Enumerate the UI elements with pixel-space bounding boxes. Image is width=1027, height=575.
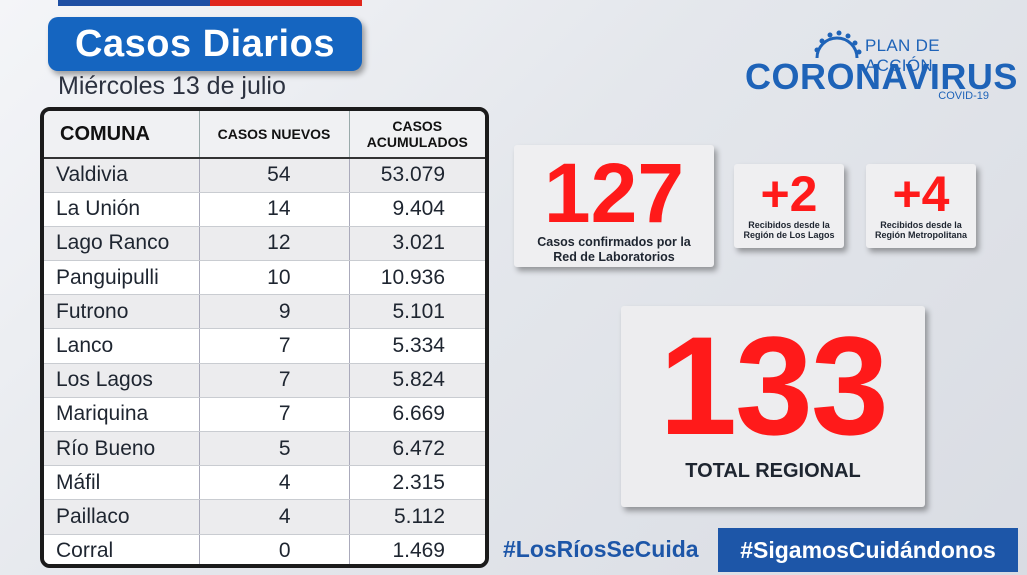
header-nuevos: CASOS NUEVOS xyxy=(199,111,350,159)
cell-acumulados: 53.079 xyxy=(349,158,485,193)
cell-comuna: Valdivia xyxy=(44,158,200,193)
hashtag-sigamos: #SigamosCuidándonos xyxy=(718,528,1018,572)
cell-comuna: Futrono xyxy=(44,294,200,330)
cases-table: COMUNA CASOS NUEVOS CASOS ACUMULADOS Val… xyxy=(40,107,489,568)
cell-comuna: Río Bueno xyxy=(44,431,200,467)
lab-cases-card: 127 Casos confirmados por la Red de Labo… xyxy=(514,145,714,267)
cell-acumulados: 2.315 xyxy=(349,465,485,501)
metropolitana-caption-line1: Recibidos desde la xyxy=(880,220,962,230)
report-date: Miércoles 13 de julio xyxy=(58,72,286,100)
header-acumulados-line1: CASOS xyxy=(392,118,443,134)
cell-comuna: Lanco xyxy=(44,328,200,364)
cell-acumulados: 6.669 xyxy=(349,397,485,433)
metropolitana-caption-line2: Región Metropolitana xyxy=(875,230,967,240)
table-header-row: COMUNA CASOS NUEVOS CASOS ACUMULADOS xyxy=(44,111,485,159)
table-row: Corral 0 1.469 xyxy=(44,534,485,564)
cell-acumulados: 3.021 xyxy=(349,226,485,262)
cell-acumulados: 5.824 xyxy=(349,363,485,398)
cell-nuevos: 12 xyxy=(199,226,350,262)
los-lagos-caption: Recibidos desde la Región de Los Lagos xyxy=(734,220,844,240)
lab-caption-line1: Casos confirmados por la xyxy=(537,235,691,249)
cell-nuevos: 4 xyxy=(199,499,350,535)
lab-cases-value: 127 xyxy=(543,146,685,240)
cell-acumulados: 5.101 xyxy=(349,294,485,330)
logo-name-text: CORONAVIRUS xyxy=(745,56,1018,97)
cell-acumulados: 5.334 xyxy=(349,328,485,364)
cell-comuna: Los Lagos xyxy=(44,363,200,398)
cell-nuevos: 9 xyxy=(199,294,350,330)
header-comuna: COMUNA xyxy=(44,111,200,159)
table-row: Panguipulli 10 10.936 xyxy=(44,260,485,296)
table-row: Los Lagos 7 5.824 xyxy=(44,363,485,398)
total-regional-caption: TOTAL REGIONAL xyxy=(685,460,861,482)
table-row: La Unión 14 9.404 xyxy=(44,192,485,227)
virus-icon xyxy=(814,30,862,59)
cell-comuna: Máfil xyxy=(44,465,200,501)
hashtag-los-rios: #LosRíosSeCuida xyxy=(503,536,699,562)
los-lagos-caption-line1: Recibidos desde la xyxy=(748,220,830,230)
cell-nuevos: 7 xyxy=(199,363,350,398)
cell-comuna: Paillaco xyxy=(44,499,200,535)
title-banner: Casos Diarios xyxy=(48,17,362,71)
top-accent-line xyxy=(58,0,362,6)
cell-comuna: Corral xyxy=(44,534,200,564)
header-acumulados: CASOS ACUMULADOS xyxy=(349,111,485,159)
lab-caption-line2: Red de Laboratorios xyxy=(553,250,675,264)
cell-comuna: La Unión xyxy=(44,192,200,227)
logo-plan-text: PLAN DE ACCIÓN xyxy=(865,36,940,75)
cell-nuevos: 54 xyxy=(199,158,350,193)
header-acumulados-line2: ACUMULADOS xyxy=(366,134,468,150)
table-row: Máfil 4 2.315 xyxy=(44,465,485,501)
cell-nuevos: 5 xyxy=(199,431,350,467)
table-row: Río Bueno 5 6.472 xyxy=(44,431,485,467)
cell-acumulados: 10.936 xyxy=(349,260,485,296)
top-accent-red xyxy=(210,0,362,6)
cell-nuevos: 4 xyxy=(199,465,350,501)
cell-comuna: Lago Ranco xyxy=(44,226,200,262)
table-row: Mariquina 7 6.669 xyxy=(44,397,485,433)
hashtag-sigamos-text: #SigamosCuidándonos xyxy=(740,536,996,563)
cell-acumulados: 1.469 xyxy=(349,534,485,564)
cell-comuna: Mariquina xyxy=(44,397,200,433)
top-accent-blue xyxy=(58,0,210,6)
los-lagos-value: +2 xyxy=(760,166,818,222)
los-lagos-caption-line2: Región de Los Lagos xyxy=(743,230,835,240)
table-row: Valdivia 54 53.079 xyxy=(44,158,485,193)
cell-nuevos: 7 xyxy=(199,397,350,433)
cell-acumulados: 5.112 xyxy=(349,499,485,535)
total-regional-card: 133 TOTAL REGIONAL xyxy=(621,306,925,507)
cell-nuevos: 7 xyxy=(199,328,350,364)
coronavirus-logo: PLAN DE ACCIÓN CORONAVIRUS COVID-19 xyxy=(745,30,1017,105)
cell-nuevos: 14 xyxy=(199,192,350,227)
table-row: Futrono 9 5.101 xyxy=(44,294,485,330)
metropolitana-caption: Recibidos desde la Región Metropolitana xyxy=(866,220,976,240)
cell-comuna: Panguipulli xyxy=(44,260,200,296)
los-lagos-card: +2 Recibidos desde la Región de Los Lago… xyxy=(734,164,844,248)
cell-nuevos: 10 xyxy=(199,260,350,296)
total-regional-value: 133 xyxy=(659,307,889,464)
table-row: Lanco 7 5.334 xyxy=(44,328,485,364)
cell-acumulados: 9.404 xyxy=(349,192,485,227)
metropolitana-card: +4 Recibidos desde la Región Metropolita… xyxy=(866,164,976,248)
page-title: Casos Diarios xyxy=(75,22,335,65)
cell-nuevos: 0 xyxy=(199,534,350,564)
table-row: Lago Ranco 12 3.021 xyxy=(44,226,485,262)
logo-sub-text: COVID-19 xyxy=(938,90,989,102)
metropolitana-value: +4 xyxy=(892,166,950,222)
cell-acumulados: 6.472 xyxy=(349,431,485,467)
lab-cases-caption: Casos confirmados por la Red de Laborato… xyxy=(514,235,714,265)
table-row: Paillaco 4 5.112 xyxy=(44,499,485,535)
